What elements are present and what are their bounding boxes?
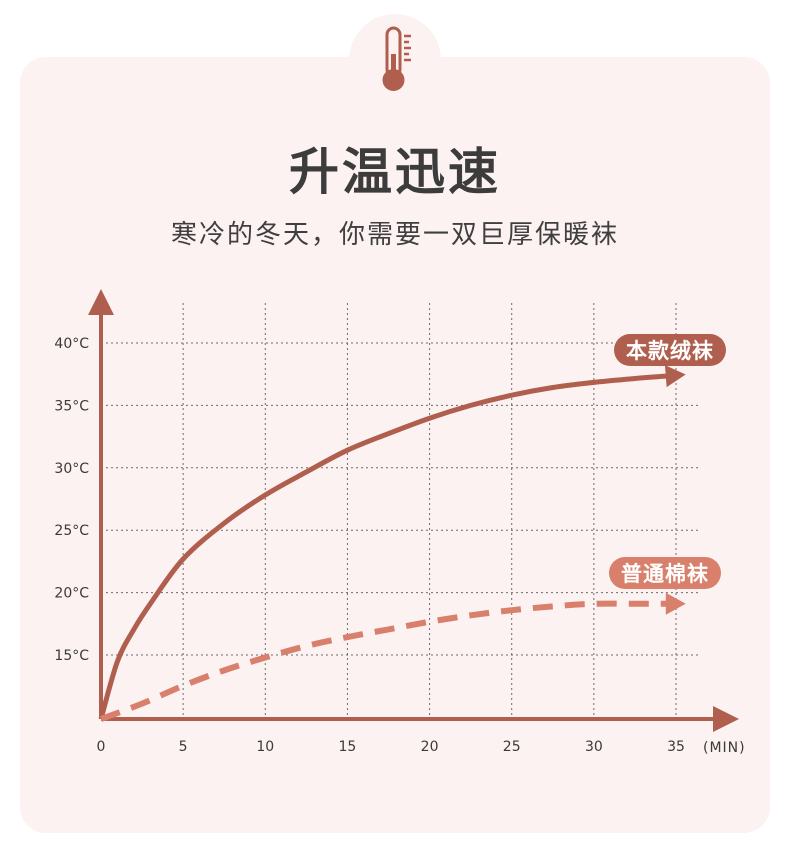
series-line-primary [98, 373, 668, 720]
series-label-secondary: 普通棉袜 [621, 562, 709, 586]
axes [88, 289, 739, 732]
series-line-secondary [99, 600, 668, 722]
x-tick-label: 10 [256, 739, 274, 755]
x-tick-label: 30 [585, 739, 603, 755]
y-tick-label: 35°C [54, 398, 89, 414]
series [98, 365, 686, 722]
y-tick-label: 30°C [54, 461, 89, 477]
x-tick-label: 5 [179, 739, 188, 755]
y-tick-label: 25°C [54, 523, 89, 539]
x-tick-label: 35 [667, 739, 685, 755]
x-tick-label: 20 [421, 739, 439, 755]
series-label-primary: 本款绒袜 [626, 339, 714, 363]
x-tick-label: 15 [339, 739, 357, 755]
grid [101, 303, 700, 719]
page-title: 升温迅速 [289, 143, 501, 201]
y-axis-arrow [88, 289, 114, 315]
x-tick-label: 0 [97, 739, 106, 755]
x-axis-unit: (MIN) [703, 740, 746, 756]
page-subtitle: 寒冷的冬天，你需要一双巨厚保暖袜 [170, 220, 619, 250]
tick-labels: 0 5 10 15 20 25 30 35 (MIN) 15°C 20°C 25°C 30°C 35°C 4… [54, 336, 746, 756]
y-tick-label: 15°C [54, 648, 89, 664]
x-axis-arrow [713, 706, 739, 732]
series-label-pill-secondary [609, 557, 721, 589]
series-arrow-secondary [665, 592, 686, 615]
series-label-pill-primary [614, 334, 726, 366]
y-tick-label: 20°C [54, 586, 89, 602]
series-arrow-primary [664, 365, 686, 388]
y-tick-label: 40°C [54, 336, 89, 352]
thermometer-icon [382, 26, 411, 91]
thermometer-badge [349, 14, 441, 106]
x-tick-label: 25 [503, 739, 521, 755]
